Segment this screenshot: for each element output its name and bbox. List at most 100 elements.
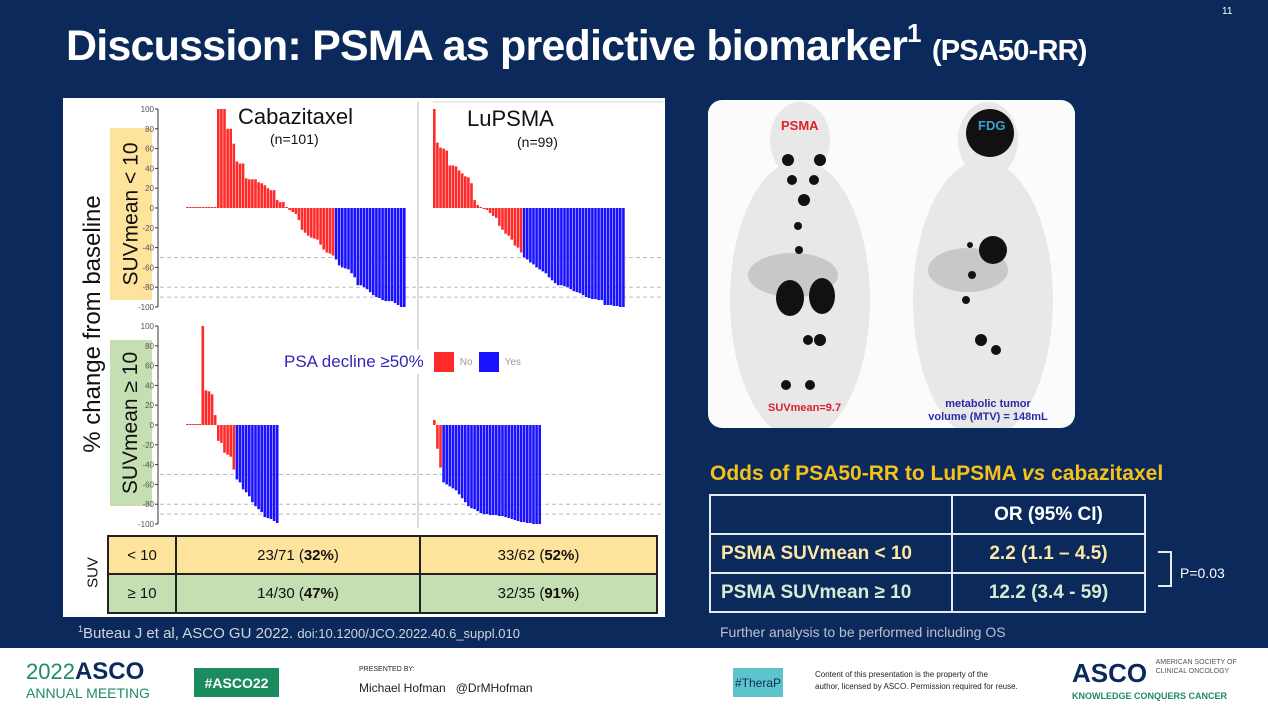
- legend-swatch-yes: [478, 352, 499, 372]
- y-tick-label: -20: [142, 224, 154, 233]
- y-tick-label: -40: [142, 461, 154, 470]
- waterfall-bar: [553, 208, 557, 284]
- pet-label-fdg: FDG: [978, 118, 1006, 133]
- presenter-name: Michael Hofman: [359, 681, 446, 695]
- analysis-note: Further analysis to be performed includi…: [720, 624, 1006, 640]
- waterfall-bar: [313, 208, 316, 239]
- waterfall-bar: [341, 208, 344, 268]
- waterfall-bar: [272, 425, 276, 522]
- waterfall-bar: [470, 425, 473, 509]
- waterfall-bar: [451, 165, 455, 208]
- waterfall-bar: [597, 208, 600, 301]
- waterfall-bar: [254, 179, 257, 208]
- society-tagline: KNOWLEDGE CONQUERS CANCER: [1072, 691, 1228, 701]
- waterfall-bar: [316, 208, 319, 240]
- waterfall-bar: [495, 425, 498, 516]
- cell-count: 23/71 (: [257, 546, 304, 564]
- waterfall-bar: [448, 425, 452, 487]
- column-title-lupsma: LuPSMA: [467, 106, 554, 131]
- waterfall-bar: [381, 208, 384, 301]
- waterfall-bar: [569, 208, 572, 290]
- mtv-line-1: metabolic tumor: [945, 398, 1031, 410]
- y-tick-label: -60: [142, 263, 154, 272]
- waterfall-bar: [257, 182, 260, 208]
- society-line-1: AMERICAN SOCIETY OF: [1155, 659, 1237, 666]
- logo-meeting: ANNUAL MEETING: [26, 685, 150, 701]
- footnote-marker: 1: [78, 624, 84, 634]
- presenter-handle: @DrMHofman: [455, 681, 533, 695]
- waterfall-bar: [294, 208, 298, 214]
- title-text: Discussion: PSMA as predictive biomarker: [66, 22, 908, 70]
- waterfall-bar: [507, 425, 510, 519]
- waterfall-bar: [223, 109, 226, 208]
- waterfall-bar: [606, 208, 610, 306]
- y-tick-label: 0: [150, 204, 155, 213]
- waterfall-bar: [275, 425, 279, 524]
- waterfall-bar: [204, 390, 208, 425]
- waterfall-bar: [550, 208, 554, 281]
- waterfall-bar: [522, 208, 526, 258]
- logo-asco: ASCO: [74, 658, 145, 685]
- odds-title-vs: vs: [1021, 462, 1046, 485]
- waterfall-bar: [192, 424, 195, 425]
- cell-count: 33/62 (: [497, 546, 545, 564]
- cell-close: ): [574, 585, 580, 602]
- waterfall-bar: [263, 425, 267, 518]
- waterfall-bar: [563, 208, 566, 287]
- waterfall-bar: [433, 109, 436, 208]
- y-tick-label: -20: [142, 441, 154, 450]
- waterfall-bar: [217, 425, 220, 441]
- row-label-suv-low: SUVmean < 10: [110, 128, 152, 300]
- waterfall-bar: [510, 208, 514, 240]
- waterfall-bar: [325, 208, 329, 253]
- title-suffix: (PSA50-RR): [931, 35, 1088, 67]
- waterfall-bar: [473, 425, 476, 510]
- cell-pct: 32%: [303, 546, 334, 564]
- waterfall-bar: [442, 148, 445, 208]
- waterfall-bar: [457, 425, 461, 495]
- waterfall-bar: [266, 425, 270, 519]
- society-name: AMERICAN SOCIETY OF CLINICAL ONCOLOGY: [1156, 658, 1237, 676]
- header-empty: [709, 494, 953, 535]
- waterfall-bar: [460, 173, 464, 208]
- waterfall-bar: [467, 425, 470, 507]
- waterfall-bar: [223, 425, 226, 453]
- waterfall-bar: [581, 208, 585, 296]
- pet-scan-illustration: [730, 102, 1053, 428]
- hashtag-therap: #TheraP: [733, 668, 783, 697]
- footnote-citation: Buteau J et al, ASCO GU 2022.: [83, 625, 294, 642]
- y-tick-label: 60: [145, 145, 154, 154]
- waterfall-bar: [198, 424, 201, 425]
- waterfall-bar: [210, 207, 214, 208]
- cell-pct: 52%: [544, 546, 575, 564]
- pet-image: PSMA FDG SUVmean=9.7 metabolic tumor volu…: [708, 100, 1075, 428]
- waterfall-bar: [600, 208, 603, 301]
- waterfall-bar: [460, 425, 464, 499]
- waterfall-bar: [288, 208, 291, 210]
- y-tick-label: -80: [142, 283, 154, 292]
- waterfall-bar: [439, 425, 442, 468]
- waterfall-bar: [526, 425, 529, 524]
- waterfall-bar: [310, 208, 313, 238]
- waterfall-bar: [334, 208, 338, 260]
- table-cell-cabazitaxel: 14/30 (47%): [175, 573, 421, 614]
- slide-number: 11: [1222, 6, 1233, 17]
- y-tick-label: 20: [145, 184, 154, 193]
- waterfall-bar: [504, 208, 507, 234]
- waterfall-bar: [337, 208, 341, 266]
- y-tick-label: 0: [150, 421, 155, 430]
- waterfall-bar: [399, 208, 403, 307]
- waterfall-bar: [238, 163, 242, 208]
- y-tick-label: -80: [142, 500, 154, 509]
- waterfall-bar: [619, 208, 622, 307]
- waterfall-bar: [241, 425, 245, 490]
- waterfall-bar: [532, 208, 535, 265]
- column-n-cabazitaxel: (n=101): [270, 131, 319, 147]
- waterfall-bar: [451, 425, 455, 489]
- waterfall-bar: [384, 208, 387, 302]
- waterfall-bar: [396, 208, 400, 306]
- table-header-row: OR (95% CI): [709, 494, 1146, 535]
- waterfall-bar: [375, 208, 378, 298]
- waterfall-bar: [257, 425, 260, 510]
- waterfall-bar: [615, 208, 619, 307]
